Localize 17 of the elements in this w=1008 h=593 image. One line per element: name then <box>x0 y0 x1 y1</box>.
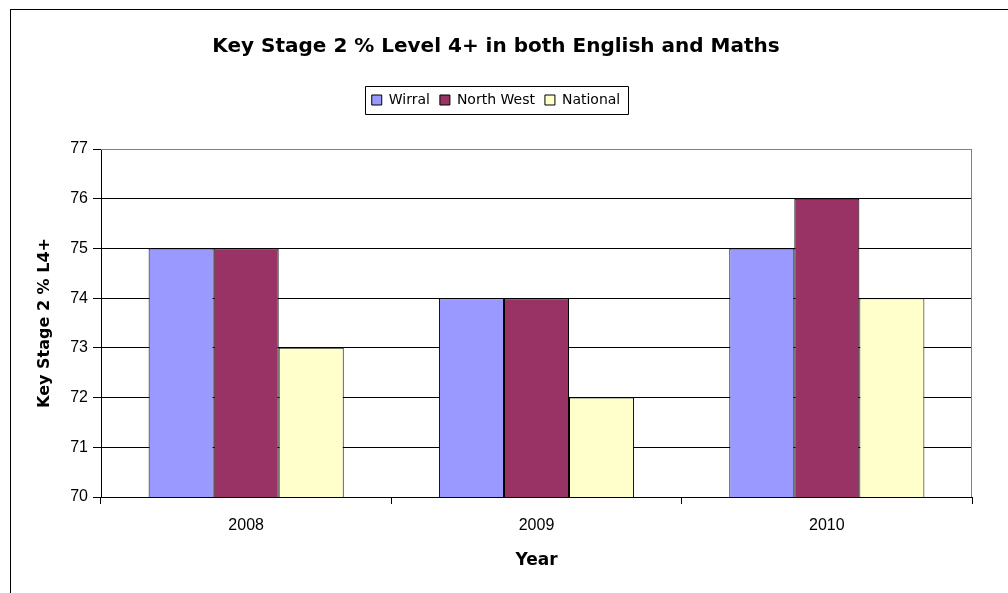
legend-label: North West <box>456 90 536 107</box>
y-tick-label: 71 <box>70 437 89 455</box>
x-tick-label: 2010 <box>809 516 845 534</box>
x-tick-label: 2009 <box>518 516 555 534</box>
y-tick-label: 70 <box>70 487 89 505</box>
chart-title: Key Stage 2 % Level 4+ in both English and Maths <box>212 33 780 58</box>
y-tick-label: 74 <box>70 288 89 306</box>
legend-label: Wirral <box>388 90 430 107</box>
y-tick-label: 76 <box>70 189 89 207</box>
y-tick-label: 75 <box>70 238 89 256</box>
x-tick-label: 2008 <box>228 516 265 534</box>
y-axis-title: Key Stage 2 % L4+ <box>33 238 53 408</box>
y-tick-label: 77 <box>70 139 89 157</box>
legend-label: National <box>561 90 621 107</box>
x-axis-title: Year <box>514 549 559 570</box>
y-tick-label: 73 <box>70 338 89 356</box>
y-tick-label: 72 <box>70 387 89 405</box>
